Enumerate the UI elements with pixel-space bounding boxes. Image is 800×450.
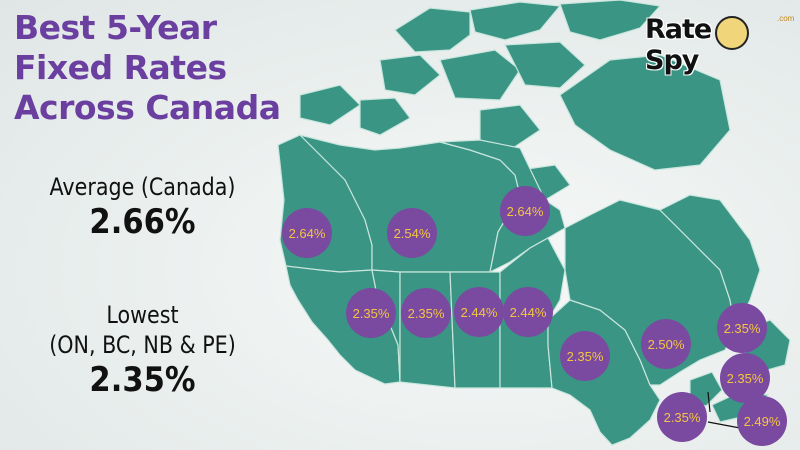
average-stat: Average (Canada) 2.66% bbox=[0, 172, 285, 242]
spy-mascot-icon bbox=[715, 16, 749, 50]
arctic-island bbox=[379, 54, 441, 96]
rate-bubble-saskatchewan: 2.44% bbox=[454, 287, 504, 337]
logo-text-left: Rate bbox=[645, 14, 712, 45]
arctic-island bbox=[299, 84, 361, 126]
rate-bubble-bc: 2.35% bbox=[346, 288, 396, 338]
rate-bubble-ontario: 2.35% bbox=[560, 331, 610, 381]
rate-bubble-quebec: 2.50% bbox=[641, 319, 691, 369]
average-label: Average (Canada) bbox=[49, 173, 236, 201]
logo-text-right: Spy bbox=[645, 45, 699, 76]
lowest-provinces: (ON, BC, NB & PE) bbox=[49, 331, 236, 359]
arctic-island bbox=[394, 7, 471, 53]
region-nunavut bbox=[439, 139, 566, 274]
callout-line bbox=[707, 421, 741, 429]
title-line-2: Fixed Rates bbox=[14, 48, 227, 87]
page-title: Best 5-Year Fixed Rates Across Canada bbox=[14, 8, 334, 128]
lowest-stat: Lowest (ON, BC, NB & PE) 2.35% bbox=[0, 300, 285, 400]
callout-line bbox=[707, 391, 711, 413]
rate-bubble-newfoundland: 2.35% bbox=[717, 303, 767, 353]
baffin-island bbox=[559, 54, 731, 171]
arctic-island bbox=[559, 0, 662, 41]
rate-bubble-nunavut: 2.64% bbox=[500, 186, 550, 236]
arctic-island bbox=[469, 1, 562, 41]
rate-bubble-yukon: 2.64% bbox=[282, 208, 332, 258]
rate-bubble-pei: 2.35% bbox=[720, 353, 770, 403]
rate-bubble-new-brunswick: 2.35% bbox=[657, 392, 707, 442]
logo-suffix: .com bbox=[777, 14, 795, 23]
arctic-island bbox=[359, 97, 411, 136]
rate-bubble-nova-scotia: 2.49% bbox=[737, 396, 787, 446]
arctic-island bbox=[479, 104, 541, 151]
average-value: 2.66% bbox=[89, 202, 196, 242]
region-labrador bbox=[658, 194, 761, 332]
rate-bubble-alberta: 2.35% bbox=[401, 288, 451, 338]
lowest-value: 2.35% bbox=[89, 360, 196, 400]
rate-bubble-manitoba: 2.44% bbox=[503, 287, 553, 337]
arctic-island bbox=[439, 49, 521, 101]
lowest-label: Lowest bbox=[106, 301, 179, 329]
title-line-1: Best 5-Year bbox=[14, 8, 217, 47]
title-line-3: Across Canada bbox=[14, 88, 281, 127]
rate-bubble-nwt: 2.54% bbox=[387, 208, 437, 258]
arctic-island bbox=[504, 41, 586, 89]
ratespy-logo[interactable]: RateSpy .com bbox=[645, 14, 795, 76]
